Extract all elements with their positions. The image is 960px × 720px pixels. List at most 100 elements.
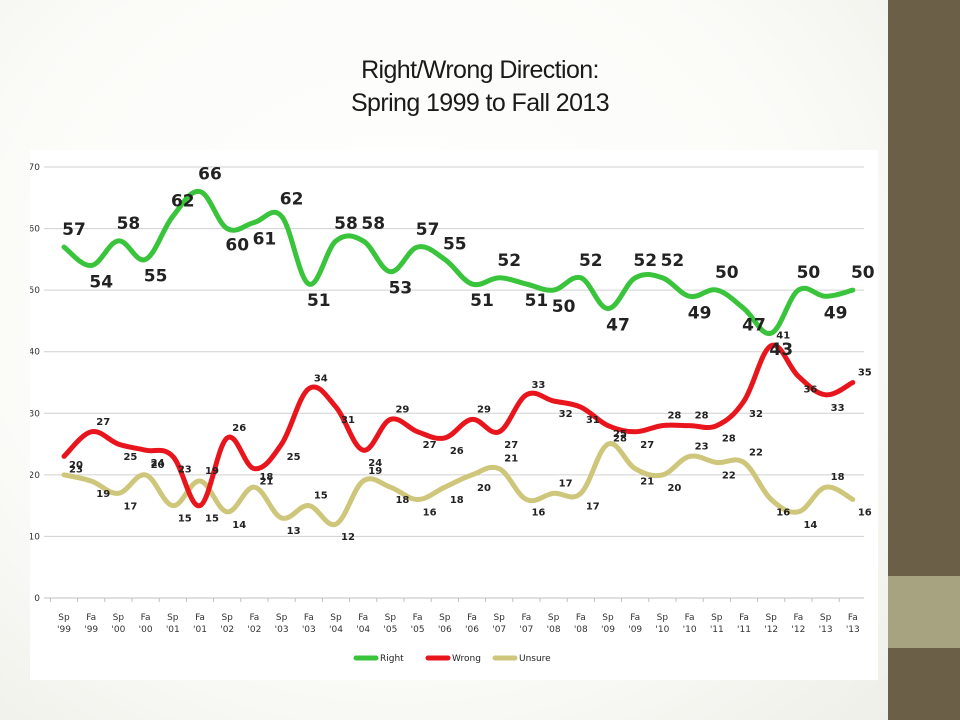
y-tick-label: 10 <box>30 532 40 542</box>
data-label-right: 62 <box>171 191 195 211</box>
x-tick-label-year: '08 <box>574 625 588 635</box>
data-label-unsure: 22 <box>722 471 736 482</box>
x-tick-label-season: Sp <box>439 613 451 623</box>
data-label-right: 49 <box>688 303 712 323</box>
data-label-unsure: 18 <box>259 472 273 483</box>
x-tick-label-year: '02 <box>220 625 234 635</box>
x-tick-label-season: Fa <box>630 613 640 623</box>
x-tick-label-year: '06 <box>465 625 479 635</box>
data-label-unsure: 20 <box>477 483 491 494</box>
data-label-wrong: 28 <box>695 411 709 422</box>
data-label-unsure: 17 <box>586 501 600 512</box>
data-label-unsure: 16 <box>531 507 545 518</box>
x-tick-label-season: Sp <box>711 613 723 623</box>
data-label-unsure: 21 <box>640 477 654 488</box>
data-label-right: 55 <box>443 234 467 254</box>
legend-label-unsure: Unsure <box>519 654 551 664</box>
data-label-wrong: 32 <box>749 409 763 420</box>
data-label-right: 51 <box>470 291 494 311</box>
data-label-wrong: 27 <box>640 440 654 451</box>
data-label-wrong: 27 <box>423 440 437 451</box>
x-tick-label-season: Sp <box>385 613 397 623</box>
x-tick-label-season: Sp <box>276 613 288 623</box>
data-label-unsure: 20 <box>69 460 83 471</box>
data-label-unsure: 20 <box>151 460 165 471</box>
data-label-wrong: 15 <box>205 514 219 525</box>
data-label-right: 47 <box>606 316 630 336</box>
x-tick-label-year: '12 <box>791 625 805 635</box>
data-label-unsure: 19 <box>368 466 382 477</box>
x-tick-label-year: '07 <box>492 625 506 635</box>
data-label-unsure: 12 <box>341 532 355 543</box>
data-label-unsure: 21 <box>504 454 518 465</box>
x-tick-label-year: '04 <box>329 625 343 635</box>
line-chart: 0 10 20 30 40 50 60 70 Sp '99 Fa '99 Sp '00 Fa '00 Sp '01… <box>30 163 875 664</box>
data-label-wrong: 26 <box>232 423 246 434</box>
data-label-right: 61 <box>253 229 277 249</box>
data-label-right: 50 <box>851 263 875 283</box>
data-label-right: 50 <box>797 263 821 283</box>
x-tick-label-season: Sp <box>820 613 832 623</box>
y-tick-label: 70 <box>30 163 40 173</box>
x-tick-label-season: Sp <box>330 613 342 623</box>
data-label-right: 58 <box>334 214 358 234</box>
data-label-right: 47 <box>742 316 766 336</box>
data-label-right: 52 <box>633 251 657 271</box>
data-label-right: 43 <box>769 340 793 360</box>
data-label-right: 51 <box>525 291 549 311</box>
x-tick-label-year: '13 <box>846 625 860 635</box>
data-label-right: 58 <box>361 214 385 234</box>
x-tick-label-season: Fa <box>467 613 477 623</box>
x-tick-label-year: '12 <box>764 625 778 635</box>
data-label-right: 55 <box>144 266 168 286</box>
data-label-right: 57 <box>416 220 440 240</box>
x-tick-label-season: Fa <box>848 613 858 623</box>
y-tick-label: 0 <box>34 594 40 604</box>
y-tick-label: 30 <box>30 409 40 419</box>
x-tick-label-year: '00 <box>139 625 153 635</box>
data-label-right: 52 <box>661 251 685 271</box>
x-tick-label-season: Fa <box>86 613 96 623</box>
data-label-right: 49 <box>824 303 848 323</box>
series-line-unsure <box>61 441 856 528</box>
data-label-right: 50 <box>715 263 739 283</box>
data-label-wrong: 33 <box>531 380 545 391</box>
x-tick-label-season: Fa <box>793 613 803 623</box>
data-label-unsure: 16 <box>423 507 437 518</box>
legend-label-right: Right <box>380 654 404 664</box>
data-label-unsure: 15 <box>314 491 328 502</box>
x-tick-label-year: '05 <box>383 625 397 635</box>
data-label-unsure: 18 <box>450 495 464 506</box>
data-label-wrong: 25 <box>123 452 137 463</box>
data-label-wrong: 27 <box>96 417 110 428</box>
series-line-right <box>61 189 856 336</box>
x-tick-label-year: '07 <box>519 625 533 635</box>
x-tick-label-year: '09 <box>628 625 642 635</box>
x-tick-label-year: '11 <box>710 625 724 635</box>
data-label-right: 52 <box>497 251 521 271</box>
x-tick-label-year: '99 <box>57 625 71 635</box>
data-label-unsure: 14 <box>803 520 817 531</box>
x-tick-label-season: Sp <box>548 613 560 623</box>
data-label-right: 57 <box>62 220 86 240</box>
x-tick-label-season: Sp <box>765 613 777 623</box>
data-label-wrong: 24 <box>151 458 165 469</box>
data-label-wrong: 34 <box>314 374 328 385</box>
data-label-wrong: 27 <box>504 440 518 451</box>
x-tick-label-year: '05 <box>411 625 425 635</box>
x-tick-label-season: Fa <box>739 613 749 623</box>
data-label-unsure: 13 <box>287 526 301 537</box>
data-label-unsure: 20 <box>667 483 681 494</box>
data-label-wrong: 29 <box>477 404 491 415</box>
x-tick-label-year: '08 <box>547 625 561 635</box>
x-tick-label-year: '10 <box>655 625 669 635</box>
data-label-unsure: 17 <box>559 478 573 489</box>
x-tick-label-season: Sp <box>58 613 70 623</box>
x-tick-label-season: Sp <box>657 613 669 623</box>
x-tick-label-season: Fa <box>685 613 695 623</box>
data-label-wrong: 23 <box>69 464 83 475</box>
data-label-wrong: 41 <box>776 331 790 342</box>
x-tick-label-season: Fa <box>358 613 368 623</box>
x-tick-label-season: Sp <box>493 613 505 623</box>
data-label-wrong: 28 <box>613 434 627 445</box>
